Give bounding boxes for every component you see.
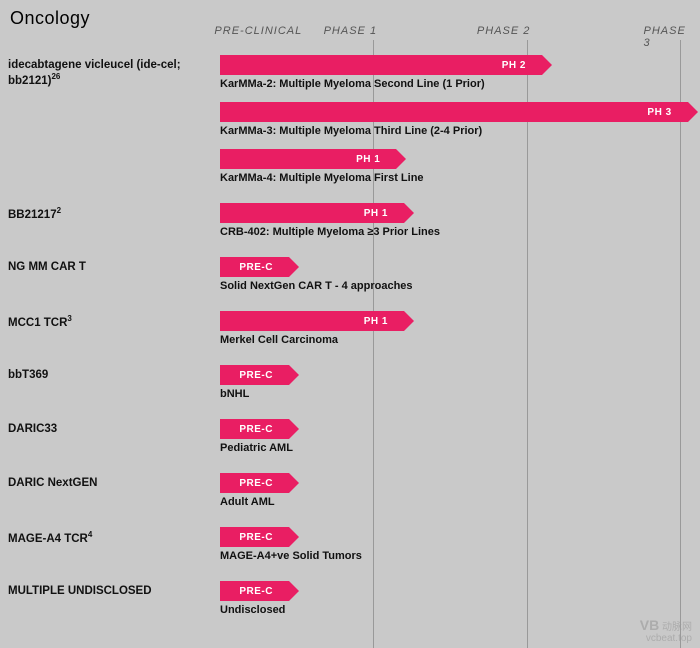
trial-bar: PH 2 — [220, 55, 542, 75]
watermark-logo: VB — [640, 617, 659, 633]
program-label: MAGE-A4 TCR4 — [8, 530, 208, 546]
trial-caption: Pediatric AML — [220, 442, 293, 454]
program-label: MCC1 TCR3 — [8, 314, 208, 330]
program-label: idecabtagene vicleucel (ide-cel; bb2121)… — [8, 58, 208, 89]
trial-bar: PRE-C — [220, 257, 289, 277]
watermark: VB 动脉网 vcbeat.top — [640, 618, 692, 644]
pipeline-plot: PRE-CLINICALPHASE 1PHASE 2PHASE 3idecabt… — [0, 0, 700, 648]
trial-caption: KarMMa-2: Multiple Myeloma Second Line (… — [220, 78, 485, 90]
trial-bar: PRE-C — [220, 365, 289, 385]
phase-divider — [680, 40, 681, 648]
program-label: DARIC33 — [8, 422, 208, 436]
trial-caption: CRB-402: Multiple Myeloma ≥3 Prior Lines — [220, 226, 440, 238]
trial-caption: Undisclosed — [220, 604, 285, 616]
watermark-cn: 动脉网 — [662, 622, 692, 633]
program-label: NG MM CAR T — [8, 260, 208, 274]
trial-caption: Merkel Cell Carcinoma — [220, 334, 338, 346]
program-label: bbT369 — [8, 368, 208, 382]
trial-caption: KarMMa-3: Multiple Myeloma Third Line (2… — [220, 125, 482, 137]
trial-caption: Adult AML — [220, 496, 275, 508]
trial-bar: PH 1 — [220, 149, 396, 169]
program-label: BB212172 — [8, 206, 208, 222]
phase-header: PHASE 2 — [477, 25, 530, 37]
trial-bar: PH 3 — [220, 102, 688, 122]
trial-caption: KarMMa-4: Multiple Myeloma First Line — [220, 172, 424, 184]
phase-header: PRE-CLINICAL — [214, 25, 302, 37]
trial-caption: MAGE-A4+ve Solid Tumors — [220, 550, 362, 562]
trial-bar: PRE-C — [220, 419, 289, 439]
trial-caption: bNHL — [220, 388, 249, 400]
program-label: MULTIPLE UNDISCLOSED — [8, 584, 208, 598]
trial-bar: PH 1 — [220, 203, 404, 223]
trial-bar: PRE-C — [220, 473, 289, 493]
trial-bar: PRE-C — [220, 581, 289, 601]
phase-header: PHASE 1 — [324, 25, 377, 37]
trial-caption: Solid NextGen CAR T - 4 approaches — [220, 280, 413, 292]
watermark-url: vcbeat.top — [646, 633, 692, 644]
phase-divider — [527, 40, 528, 648]
program-label: DARIC NextGEN — [8, 476, 208, 490]
trial-bar: PH 1 — [220, 311, 404, 331]
trial-bar: PRE-C — [220, 527, 289, 547]
